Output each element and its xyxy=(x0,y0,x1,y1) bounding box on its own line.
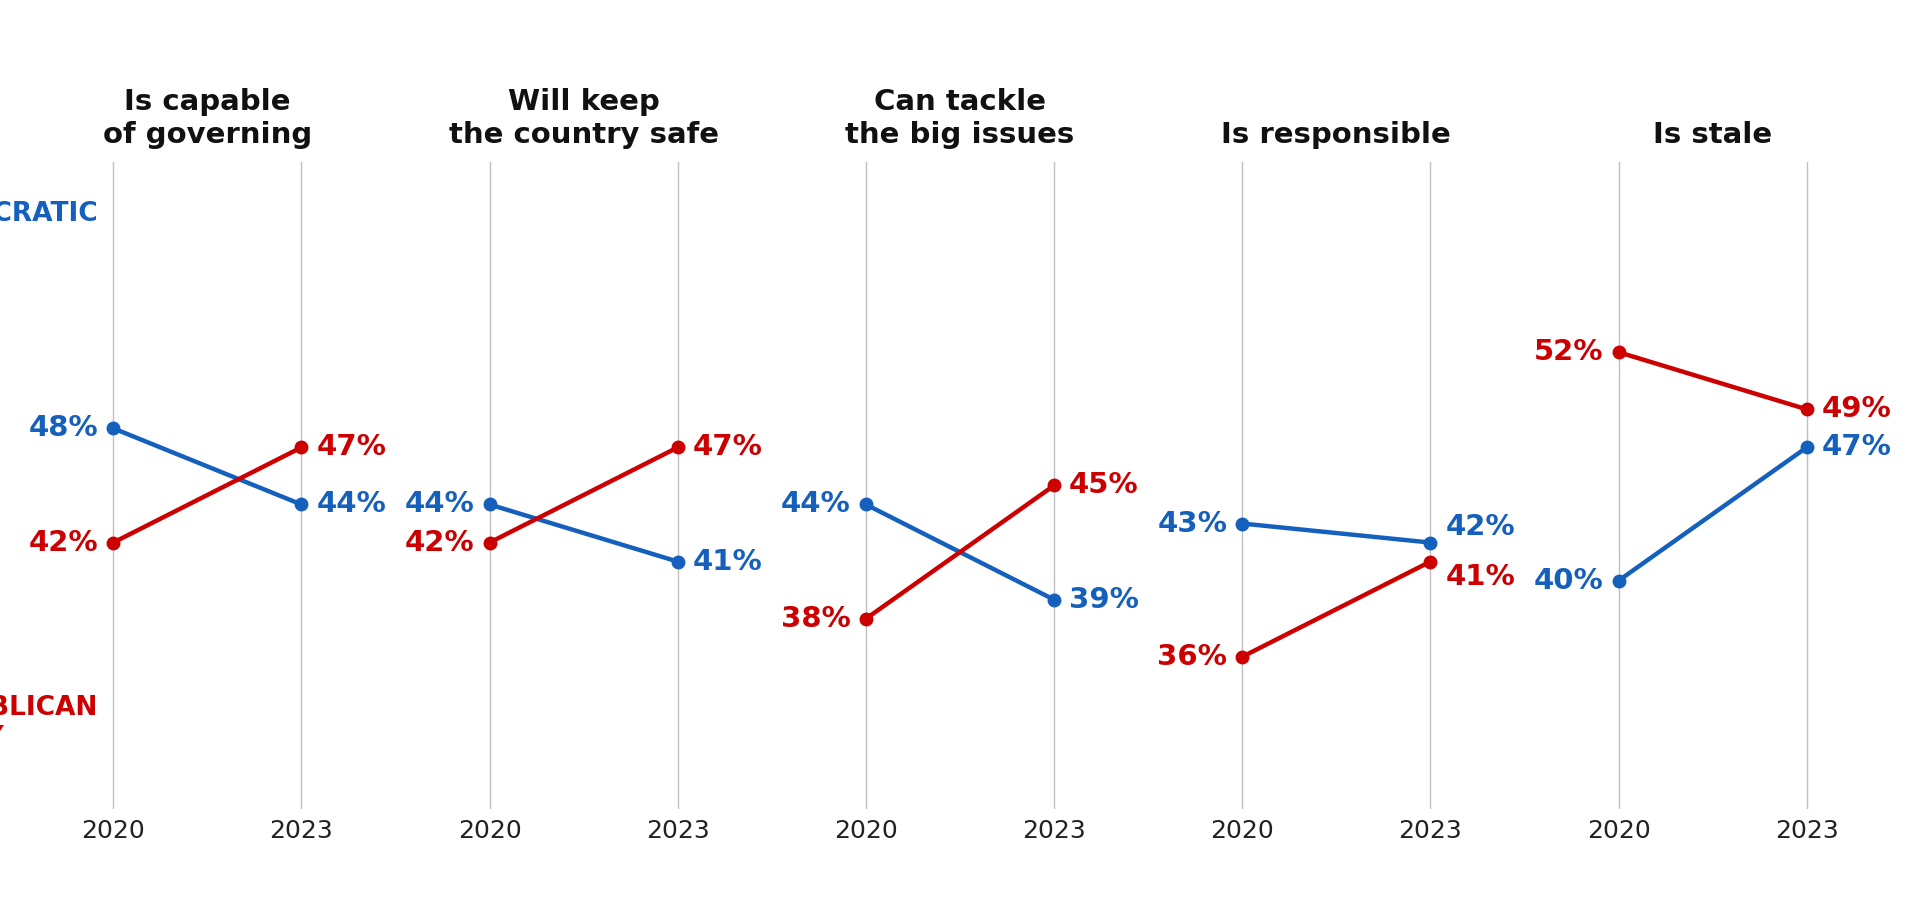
Text: 45%: 45% xyxy=(1069,471,1139,500)
Text: 39%: 39% xyxy=(1069,585,1139,614)
Text: 47%: 47% xyxy=(1822,433,1891,461)
Text: 41%: 41% xyxy=(693,547,762,575)
Text: 2020: 2020 xyxy=(1586,819,1651,842)
Text: 52%: 52% xyxy=(1534,338,1603,366)
Text: 41%: 41% xyxy=(1446,563,1515,591)
Text: 49%: 49% xyxy=(1822,396,1891,423)
Text: 2023: 2023 xyxy=(1398,819,1463,842)
Text: 2020: 2020 xyxy=(833,819,899,842)
Text: REPUBLICAN
PARTY: REPUBLICAN PARTY xyxy=(0,695,98,751)
Text: 40%: 40% xyxy=(1534,566,1603,594)
Text: 47%: 47% xyxy=(317,433,386,461)
Text: 2023: 2023 xyxy=(645,819,710,842)
Text: 2020: 2020 xyxy=(457,819,522,842)
Text: 42%: 42% xyxy=(405,529,474,556)
Text: 47%: 47% xyxy=(693,433,762,461)
Text: 2020: 2020 xyxy=(81,819,146,842)
Text: DEMOCRATIC
PARTY: DEMOCRATIC PARTY xyxy=(0,201,98,257)
Text: Will keep
the country safe: Will keep the country safe xyxy=(449,88,718,149)
Text: 42%: 42% xyxy=(29,529,98,556)
Text: 2020: 2020 xyxy=(1210,819,1275,842)
Text: Is stale: Is stale xyxy=(1653,120,1772,149)
Text: 2023: 2023 xyxy=(269,819,334,842)
Text: 38%: 38% xyxy=(781,605,851,633)
Text: 43%: 43% xyxy=(1158,510,1227,538)
Text: 2023: 2023 xyxy=(1021,819,1087,842)
Text: 42%: 42% xyxy=(1446,513,1515,541)
Text: 48%: 48% xyxy=(29,414,98,442)
Text: Is responsible: Is responsible xyxy=(1221,120,1452,149)
Text: Is capable
of governing: Is capable of governing xyxy=(104,88,311,149)
Text: 2023: 2023 xyxy=(1774,819,1839,842)
Text: 36%: 36% xyxy=(1158,643,1227,671)
Text: 44%: 44% xyxy=(317,491,386,519)
Text: Can tackle
the big issues: Can tackle the big issues xyxy=(845,88,1075,149)
Text: 44%: 44% xyxy=(781,491,851,519)
Text: 44%: 44% xyxy=(405,491,474,519)
